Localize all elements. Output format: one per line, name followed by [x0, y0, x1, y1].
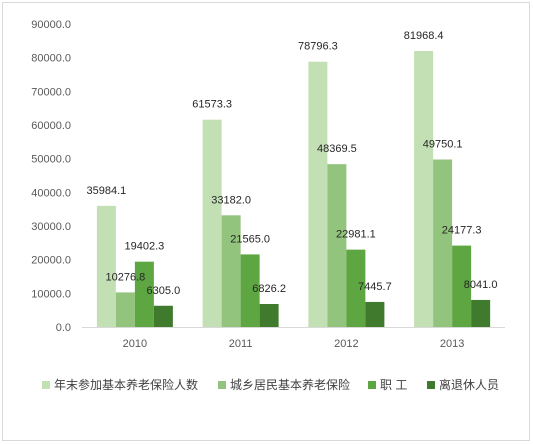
bar-2011-series-3 [259, 304, 279, 327]
y-tick-label: 50000.0 [31, 154, 71, 166]
data-label: 49750.1 [423, 139, 463, 151]
x-tick-label: 2011 [229, 338, 253, 350]
bar-2013-series-1 [433, 159, 453, 327]
bar-2013-series-3 [471, 299, 491, 327]
y-tick-label: 70000.0 [31, 86, 71, 98]
y-tick-label: 60000.0 [31, 120, 71, 132]
bars [96, 51, 491, 328]
bar-2011-series-1 [221, 215, 241, 327]
bar-2013-series-2 [452, 245, 472, 327]
bar-2012-series-0 [308, 61, 328, 328]
data-label: 33182.0 [211, 194, 251, 206]
bar-2012-series-2 [346, 249, 366, 327]
legend-swatch [218, 381, 226, 389]
legend-label: 离退休人员 [439, 377, 499, 392]
data-label: 10276.8 [105, 271, 145, 283]
x-axis: 2010 2011 2012 2013 [82, 327, 505, 350]
data-label: 35984.1 [86, 185, 126, 197]
data-label: 21565.0 [230, 233, 270, 245]
data-label: 22981.1 [336, 229, 376, 241]
bar-2010-series-0 [96, 205, 116, 327]
data-label: 7445.7 [358, 281, 392, 293]
bar-2013-series-0 [414, 51, 434, 327]
bar-2012-series-3 [365, 301, 385, 327]
data-label: 6826.2 [252, 283, 286, 295]
x-tick-label: 2013 [440, 338, 464, 350]
data-label: 6305.0 [147, 285, 181, 297]
data-label: 78796.3 [298, 41, 338, 53]
bar-2010-series-3 [153, 305, 173, 327]
bar-2011-series-0 [202, 119, 222, 328]
data-label: 8041.0 [464, 279, 498, 291]
x-tick-label: 2010 [123, 338, 147, 350]
legend: 年末参加基本养老保险人数 城乡居民基本养老保险 职 工 离退休人员 [42, 377, 499, 392]
bar-2011-series-2 [240, 254, 260, 327]
bar-2010-series-1 [115, 292, 135, 327]
y-tick-label: 10000.0 [31, 288, 71, 300]
y-tick-label: 30000.0 [31, 221, 71, 233]
y-tick-label: 40000.0 [31, 187, 71, 199]
data-label: 24177.3 [442, 225, 482, 237]
y-axis: 0.0 10000.0 20000.0 30000.0 40000.0 50000.0 60… [31, 19, 71, 334]
bar-2010-series-2 [134, 261, 154, 327]
y-tick-label: 80000.0 [31, 53, 71, 65]
legend-label: 城乡居民基本养老保险 [230, 377, 350, 392]
bar-2012-series-1 [327, 164, 347, 327]
data-labels: 35984.1 10276.8 19402.3 6305.0 61573.3 33182.… [86, 30, 497, 297]
legend-swatch [368, 381, 376, 389]
y-tick-label: 90000.0 [31, 19, 71, 31]
legend-swatch [427, 381, 435, 389]
legend-swatch [42, 381, 50, 389]
y-tick-label: 20000.0 [31, 255, 71, 267]
data-label: 48369.5 [317, 143, 357, 155]
y-tick-label: 0.0 [56, 322, 71, 334]
legend-label: 职 工 [380, 378, 407, 392]
data-label: 61573.3 [192, 99, 232, 111]
x-tick-label: 2012 [334, 338, 358, 350]
legend-label: 年末参加基本养老保险人数 [54, 377, 198, 392]
data-label: 19402.3 [124, 241, 164, 253]
data-label: 81968.4 [404, 30, 444, 42]
